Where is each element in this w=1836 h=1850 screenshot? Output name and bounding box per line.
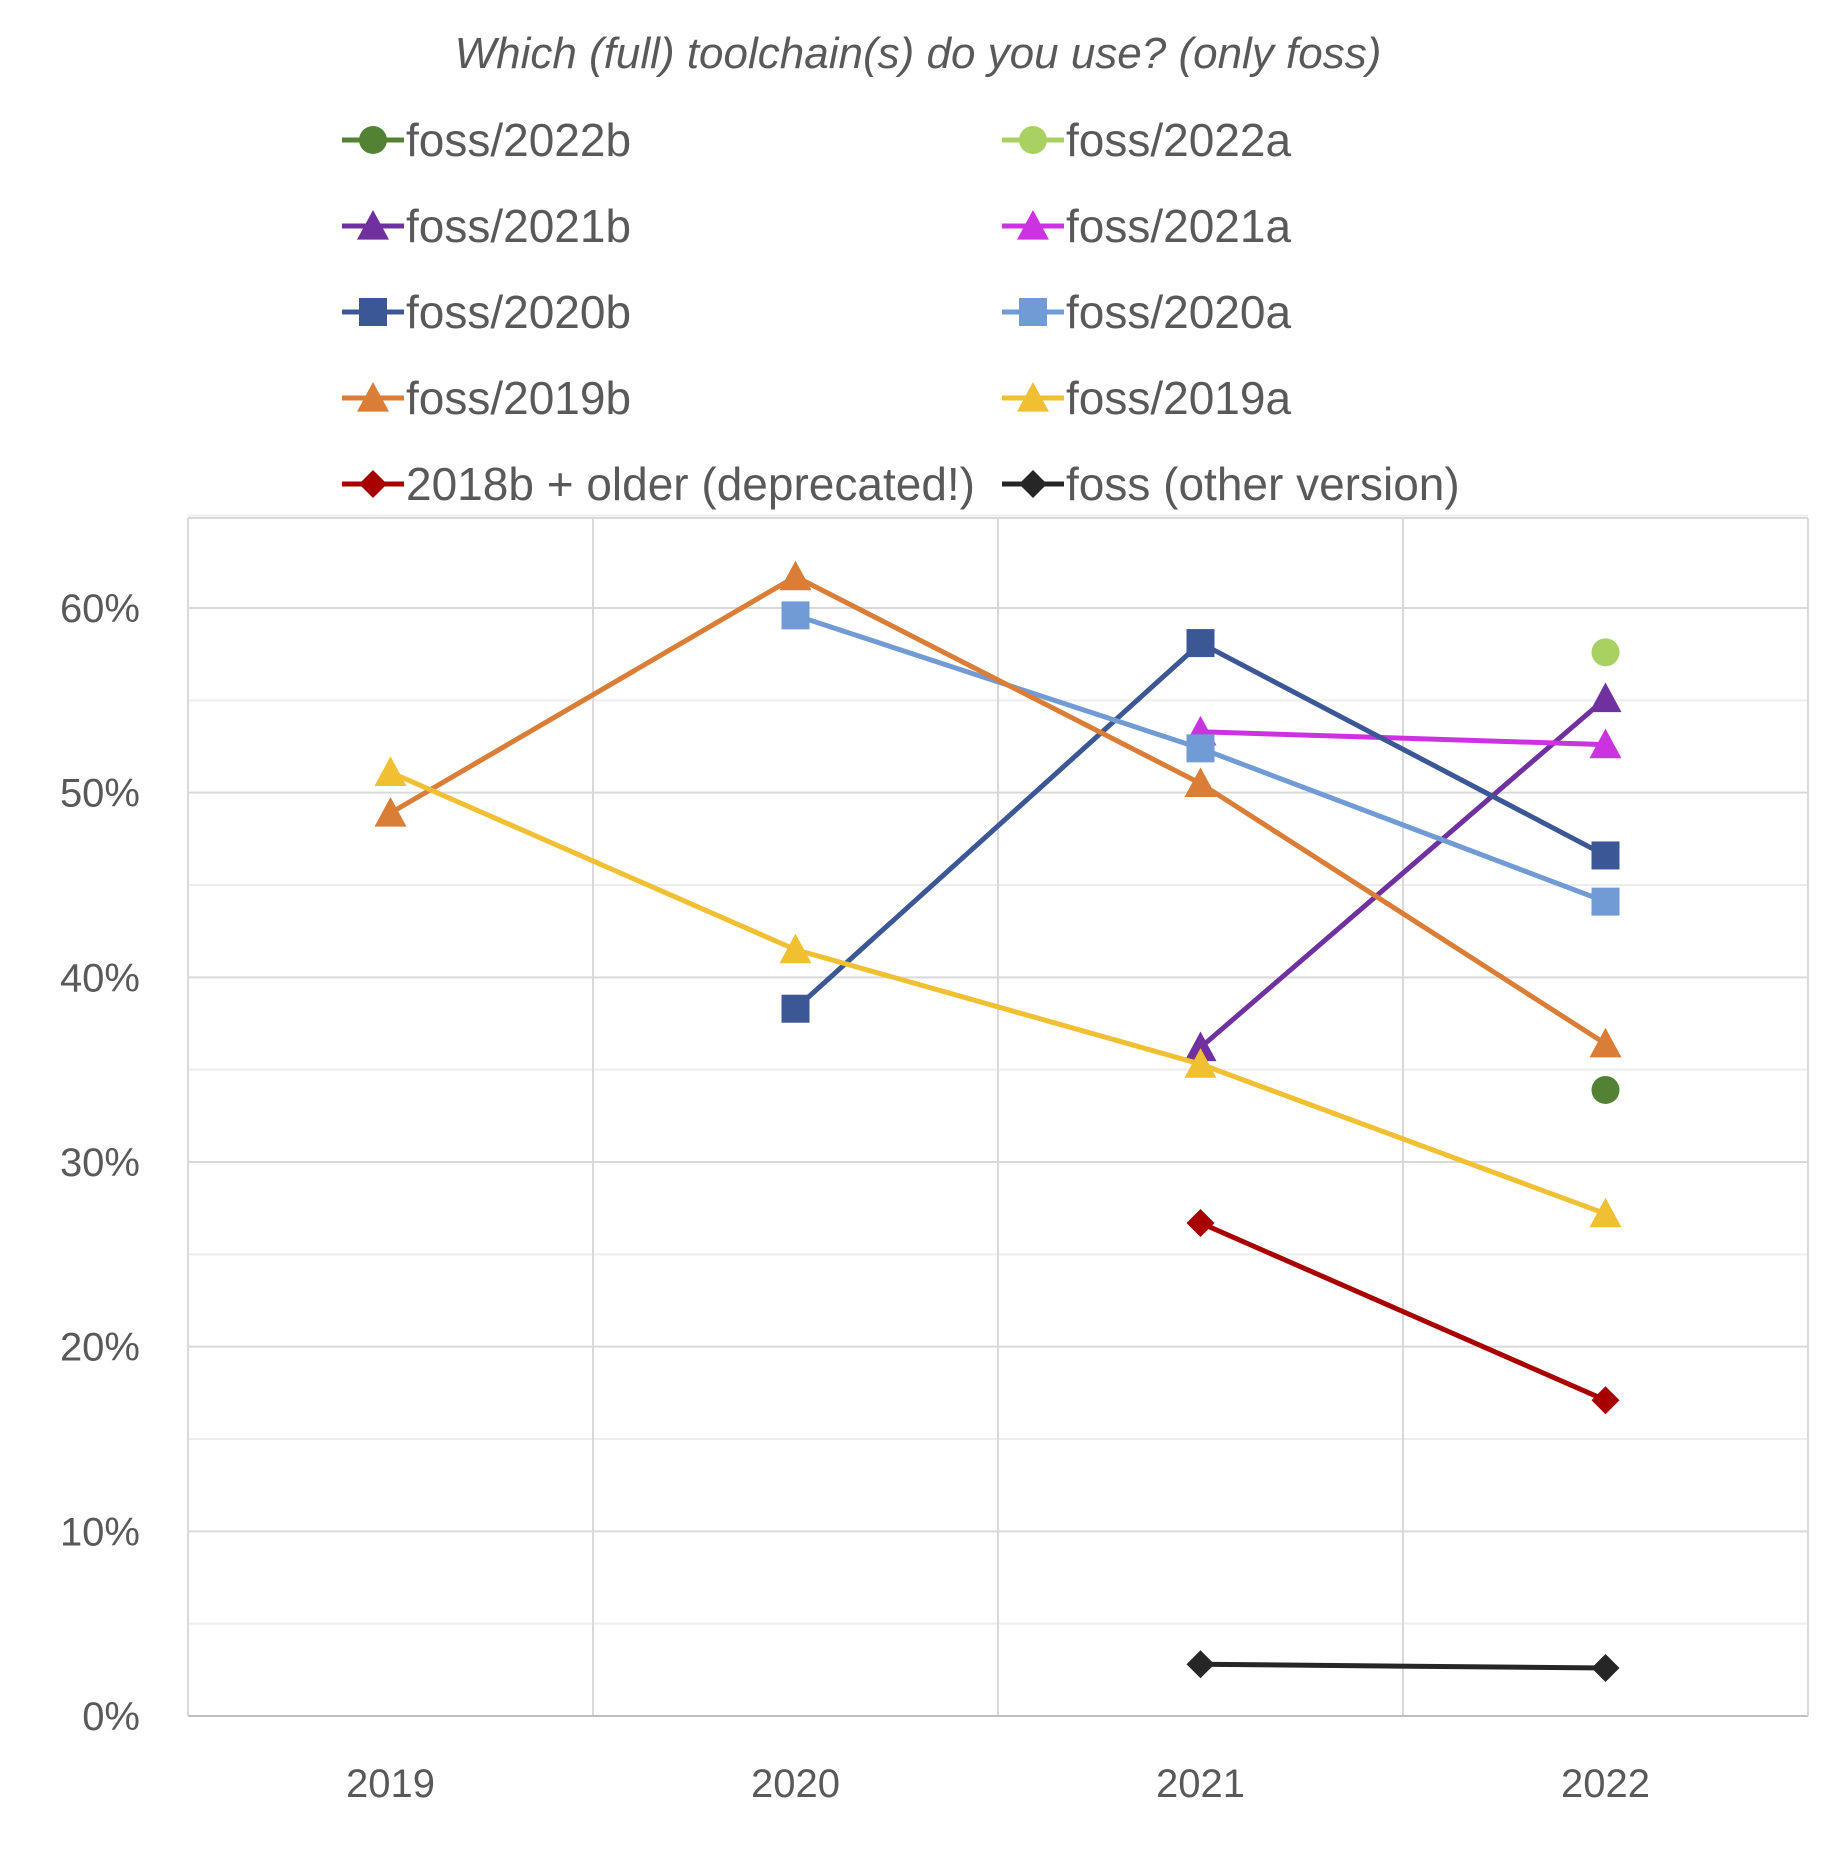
data-point-foss-2019b <box>1589 1027 1622 1058</box>
legend-marker-foss-2020b <box>359 298 387 326</box>
data-point-foss-2019a <box>374 756 407 786</box>
data-point-foss-2020a <box>1591 887 1620 916</box>
data-point-foss-2019a <box>779 933 812 964</box>
data-point-foss-2020b <box>1591 841 1620 870</box>
legend-entry-foss-2020a: foss/2020a <box>1066 286 1291 338</box>
legend-marker-foss-2022a <box>1019 126 1047 154</box>
x-tick-label: 2020 <box>751 1762 840 1806</box>
y-tick-label: 40% <box>60 956 140 1000</box>
series-line-foss-2019a <box>389 770 1607 1217</box>
series-line-foss-2021b <box>1198 696 1608 1050</box>
data-point-foss-2019a <box>1589 1197 1622 1228</box>
legend-marker-foss-2019b <box>357 382 389 412</box>
data-point-foss-2019b <box>779 560 812 591</box>
series-line-foss-2021a <box>1200 729 1606 748</box>
y-tick-label: 10% <box>60 1510 140 1554</box>
data-point-foss-2020b <box>781 994 810 1023</box>
data-point-2018b-older-deprecated <box>1591 1386 1620 1415</box>
legend-entry-foss-2022b: foss/2022b <box>406 114 631 166</box>
series-line-foss-other-version <box>1200 1661 1606 1671</box>
legend-marker-foss-other-version <box>1019 470 1047 498</box>
data-point-foss-2020a <box>1186 734 1215 763</box>
series-line-2018b-older-deprecated <box>1199 1220 1607 1403</box>
data-point-foss-2019b <box>1184 767 1217 798</box>
data-point-foss-2021b <box>1589 682 1622 713</box>
legend-entry-foss-2022a: foss/2022a <box>1066 114 1291 166</box>
data-point-foss-2022a <box>1591 638 1620 667</box>
legend-entry-foss-other-version: foss (other version) <box>1066 458 1460 510</box>
data-point-foss-2021b <box>1184 1031 1217 1062</box>
data-point-foss-2021a <box>1589 728 1622 759</box>
data-point-2018b-older-deprecated <box>1186 1208 1215 1237</box>
legend-entry-2018b-older-deprecated: 2018b + older (deprecated!) <box>406 458 975 510</box>
legend-marker-foss-2020a <box>1019 298 1047 326</box>
plot-area: 0% 10% 20% 30% 40% 50% 60% 2019 2020 2021 2022 <box>60 514 1809 1806</box>
data-point-foss-other-version <box>1591 1653 1620 1682</box>
legend-marker-foss-2021a <box>1017 210 1049 240</box>
legend-marker-2018b-older-deprecated <box>359 470 387 498</box>
y-tick-label: 20% <box>60 1326 140 1370</box>
data-point-foss-2020b <box>1186 629 1215 658</box>
legend-entry-foss-2020b: foss/2020b <box>406 286 631 338</box>
data-point-foss-2019b <box>374 796 407 827</box>
x-tick-label: 2021 <box>1156 1762 1245 1806</box>
series-line-foss-2019b <box>389 574 1607 1046</box>
data-point-foss-2020a <box>781 601 810 630</box>
y-tick-label: 60% <box>60 587 140 631</box>
legend-marker-foss-2021b <box>357 210 389 240</box>
y-tick-label: 30% <box>60 1141 140 1185</box>
legend-entry-foss-2021a: foss/2021a <box>1066 200 1291 252</box>
legend: foss/2022b foss/2022a foss/2021b foss/2021a… <box>342 114 1460 510</box>
series-line-foss-2020b <box>793 640 1607 1011</box>
data-point-foss-2019a <box>1184 1048 1217 1078</box>
x-tick-label: 2022 <box>1561 1762 1650 1806</box>
chart-title: Which (full) toolchain(s) do you use? (o… <box>455 29 1382 78</box>
legend-entry-foss-2021b: foss/2021b <box>406 200 631 252</box>
legend-marker-foss-2019a <box>1017 382 1049 412</box>
legend-entry-foss-2019a: foss/2019a <box>1066 372 1291 424</box>
x-tick-label: 2019 <box>346 1762 435 1806</box>
data-point-foss-other-version <box>1186 1650 1215 1679</box>
y-tick-label: 0% <box>82 1695 140 1739</box>
legend-marker-foss-2022b <box>359 126 387 154</box>
y-tick-label: 50% <box>60 772 140 816</box>
data-point-foss-2022b <box>1591 1075 1620 1104</box>
legend-entry-foss-2019b: foss/2019b <box>406 372 631 424</box>
